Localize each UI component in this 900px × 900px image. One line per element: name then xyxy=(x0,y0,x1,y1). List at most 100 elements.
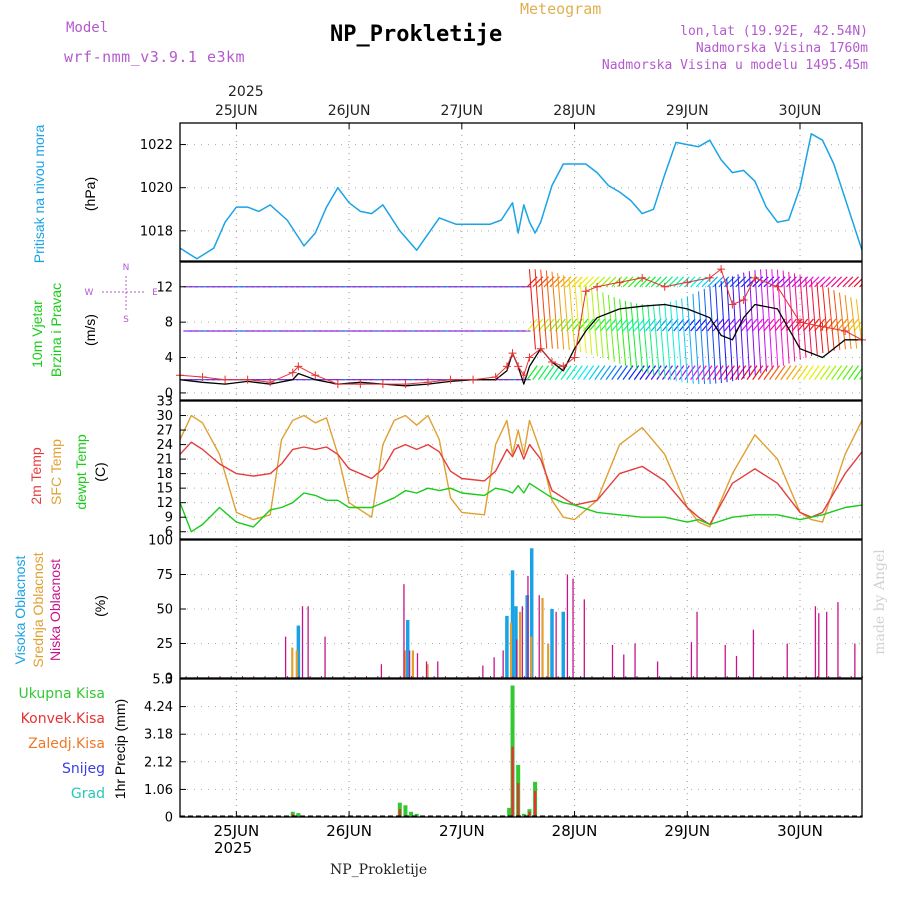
wind-arrow xyxy=(701,365,713,381)
wind-arrow xyxy=(847,365,859,381)
compass-s: S xyxy=(123,315,129,325)
wind-gust-marker xyxy=(266,378,275,387)
cloud-bar xyxy=(568,676,570,678)
cloud-bar xyxy=(388,676,390,678)
wind-gust-marker xyxy=(424,378,432,387)
cloud-bar xyxy=(253,676,255,678)
wind-arrow xyxy=(566,365,578,381)
wind-arrow xyxy=(645,276,656,288)
temp-tick-label: 30 xyxy=(156,409,173,424)
precip-tick-label: 2.12 xyxy=(144,755,173,770)
cloud-bar xyxy=(786,643,788,678)
wind-arrow xyxy=(690,318,702,332)
cloud-bar xyxy=(509,622,513,678)
panel-frame-temp xyxy=(179,400,863,540)
cloud-bar xyxy=(366,676,367,678)
panel-frame-precip xyxy=(179,678,863,818)
wind-fan-arrow xyxy=(805,277,813,357)
cloud-bar xyxy=(647,676,649,678)
cloud-bar xyxy=(726,676,728,678)
wind-arrow xyxy=(628,318,640,332)
t2m-temp-line xyxy=(179,441,863,526)
wind-arrow xyxy=(622,318,634,332)
wind-gust-marker xyxy=(519,371,528,380)
cloud-bar xyxy=(354,676,356,678)
wind-arrow xyxy=(583,318,595,332)
wind-arrow xyxy=(628,276,640,288)
temp-tick-label: 21 xyxy=(156,453,173,468)
wind-arrow xyxy=(797,365,809,381)
cloud-bar xyxy=(478,676,480,678)
wind-fan-arrow xyxy=(675,300,683,383)
cloud-bar xyxy=(275,676,277,678)
cloud-bar xyxy=(681,676,683,678)
wind-arrow xyxy=(819,318,831,332)
cloud-bar xyxy=(456,676,458,678)
wind-arrow xyxy=(684,365,696,381)
wind-arrow xyxy=(690,365,702,381)
cloud-bar xyxy=(416,653,419,678)
wind-gust-marker xyxy=(311,371,320,380)
wind-arrow xyxy=(650,365,662,381)
wind-arrow xyxy=(718,276,730,288)
wind-arrow xyxy=(538,318,549,332)
cloud-bar xyxy=(550,609,554,678)
cloud-bar xyxy=(839,676,841,678)
wind-gust-marker xyxy=(333,380,342,389)
cloud-bar xyxy=(760,676,762,678)
wind-arrow xyxy=(633,318,645,332)
wind-fan-arrow xyxy=(528,269,536,350)
legend-convective-rain: Konvek.Kisa xyxy=(20,711,105,727)
cloud-bar xyxy=(704,676,706,678)
cloud-bar xyxy=(324,636,326,678)
cloud-bar xyxy=(332,676,334,678)
wind-arrow xyxy=(842,276,854,288)
temp-label-3: dewpt Temp xyxy=(73,434,89,510)
wind-arrow xyxy=(526,365,538,381)
wind-arrow xyxy=(848,276,859,288)
wind-gust-marker xyxy=(294,362,303,371)
wind-gust-marker xyxy=(796,318,804,327)
x-tick-label-bottom: 29JUN xyxy=(664,822,710,840)
wind-arrow xyxy=(785,365,797,381)
wind-fan-arrow xyxy=(754,270,762,374)
year-bottom: 2025 xyxy=(214,839,253,857)
wind-arrow xyxy=(842,318,854,332)
wind-fan-arrow xyxy=(681,298,689,384)
wind-arrow-group xyxy=(183,269,862,385)
wind-fan-arrow xyxy=(793,273,801,360)
wind-arrow xyxy=(825,365,837,381)
cloud-bar xyxy=(284,636,287,678)
cloud-bar xyxy=(505,615,509,678)
wind-arrow xyxy=(707,276,718,288)
cloud-bar xyxy=(555,611,557,678)
wind-fan-arrow xyxy=(658,303,666,379)
wind-fan-arrow xyxy=(799,275,807,358)
wind-arrow xyxy=(639,365,651,381)
cloud-tick-label: 0 xyxy=(165,672,173,687)
wind-arrow xyxy=(583,365,595,381)
cloud-bar xyxy=(377,676,379,678)
x-tick-label-bottom: 26JUN xyxy=(326,822,372,840)
wind-gust-marker xyxy=(773,282,782,291)
wind-arrow xyxy=(825,276,837,288)
cloud-bar xyxy=(298,676,300,678)
wind-gust-marker xyxy=(548,357,556,366)
wind-gust-marker xyxy=(514,362,523,371)
compass-n: N xyxy=(123,263,130,273)
cloud-bar xyxy=(805,676,807,678)
wind-fan-arrow xyxy=(579,281,587,354)
cloud-bar xyxy=(493,657,495,678)
wind-fan-arrow xyxy=(686,296,694,384)
wind-arrow xyxy=(763,318,775,332)
wind-gust-marker xyxy=(739,296,748,305)
x-tick-label-bottom: 25JUN xyxy=(214,822,260,840)
pressure-tick-label: 1020 xyxy=(140,181,173,196)
temp-tick-label: 18 xyxy=(156,467,173,482)
cloud-bar xyxy=(501,676,503,678)
temp-tick-label: 9 xyxy=(165,511,173,526)
cloud-bar xyxy=(837,602,839,678)
wind-fan-arrow xyxy=(540,269,548,349)
cloud-bar xyxy=(529,548,534,678)
wind-arrow xyxy=(650,276,662,288)
